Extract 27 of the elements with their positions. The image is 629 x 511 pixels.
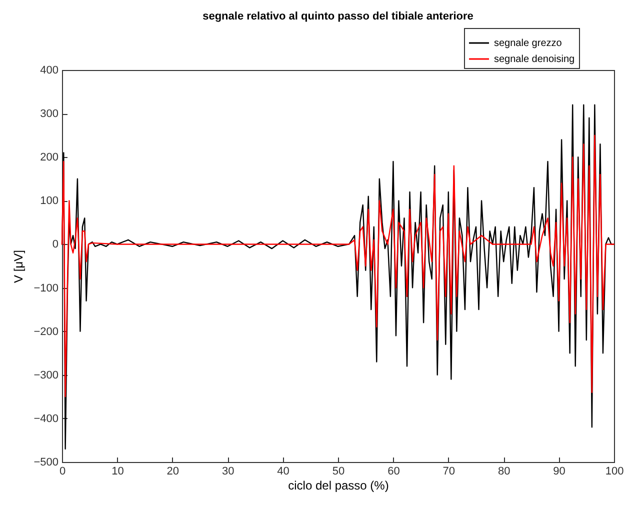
x-tick-label: 50 bbox=[332, 466, 345, 478]
y-tick-label: −400 bbox=[34, 412, 58, 425]
x-tick-label: 40 bbox=[277, 466, 290, 478]
x-tick-label: 100 bbox=[605, 466, 624, 478]
x-tick-label: 70 bbox=[442, 466, 456, 478]
x-tick-label: 0 bbox=[59, 466, 66, 478]
x-tick-label: 90 bbox=[553, 466, 566, 478]
legend-label: segnale denoising bbox=[494, 54, 575, 65]
y-tick-label: −100 bbox=[34, 282, 58, 294]
x-axis-title: ciclo del passo (%) bbox=[288, 478, 389, 492]
y-tick-label: 400 bbox=[40, 64, 58, 76]
y-tick-label: −300 bbox=[34, 369, 58, 382]
x-tick-label: 30 bbox=[222, 466, 234, 478]
line-series bbox=[61, 134, 615, 398]
y-tick-label: −200 bbox=[34, 326, 58, 338]
y-tick-label: 100 bbox=[40, 195, 58, 208]
y-tick-label: −500 bbox=[34, 456, 58, 468]
y-tick-label: 0 bbox=[52, 238, 58, 251]
y-tick-label: 300 bbox=[40, 108, 58, 120]
x-tick-label: 80 bbox=[498, 466, 510, 478]
x-tick-label: 10 bbox=[112, 466, 124, 478]
legend-label: segnale grezzo bbox=[494, 38, 562, 49]
y-axis-title: V [μV] bbox=[12, 250, 26, 283]
chart-title: segnale relativo al quinto passo del tibiale anteriore bbox=[202, 10, 474, 22]
y-tick-label: 200 bbox=[40, 152, 58, 164]
x-tick-label: 20 bbox=[166, 466, 180, 478]
x-tick-label: 60 bbox=[388, 466, 400, 478]
